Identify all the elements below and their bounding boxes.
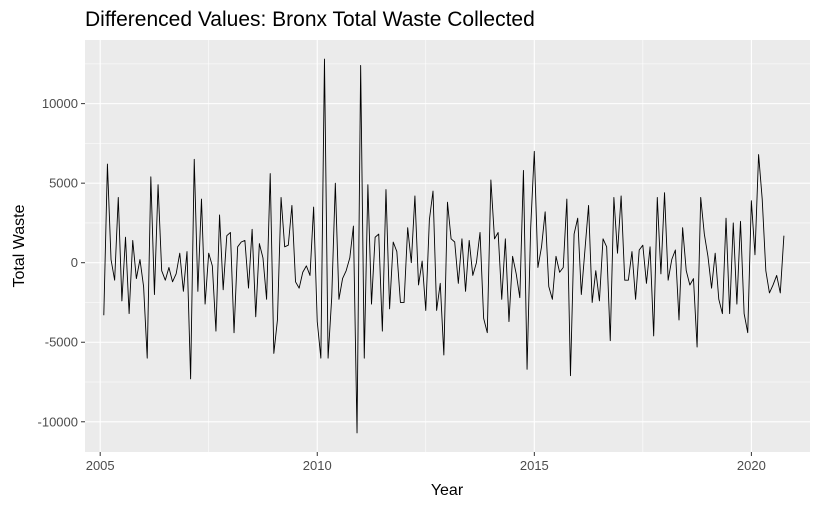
y-axis-ticks: -10000 -5000 0 5000 10000: [38, 96, 85, 429]
plot-panel: [85, 40, 810, 452]
x-tick-label: 2005: [86, 458, 115, 473]
y-axis-title: Total Waste: [11, 204, 28, 287]
x-axis-ticks: 2005 2010 2015 2020: [86, 452, 766, 473]
x-tick-label: 2015: [520, 458, 549, 473]
x-axis-title: Year: [431, 482, 464, 499]
major-gridlines: [85, 40, 810, 452]
x-tick-label: 2020: [737, 458, 766, 473]
y-tick-label: -10000: [38, 414, 78, 429]
minor-gridlines: [85, 40, 810, 452]
y-tick-label: 10000: [42, 96, 78, 111]
y-tick-label: -5000: [45, 335, 78, 350]
y-tick-label: 5000: [49, 176, 78, 191]
chart-title: Differenced Values: Bronx Total Waste Co…: [85, 8, 535, 31]
y-tick-label: 0: [71, 255, 78, 270]
x-tick-label: 2010: [303, 458, 332, 473]
series-line: [103, 58, 785, 434]
